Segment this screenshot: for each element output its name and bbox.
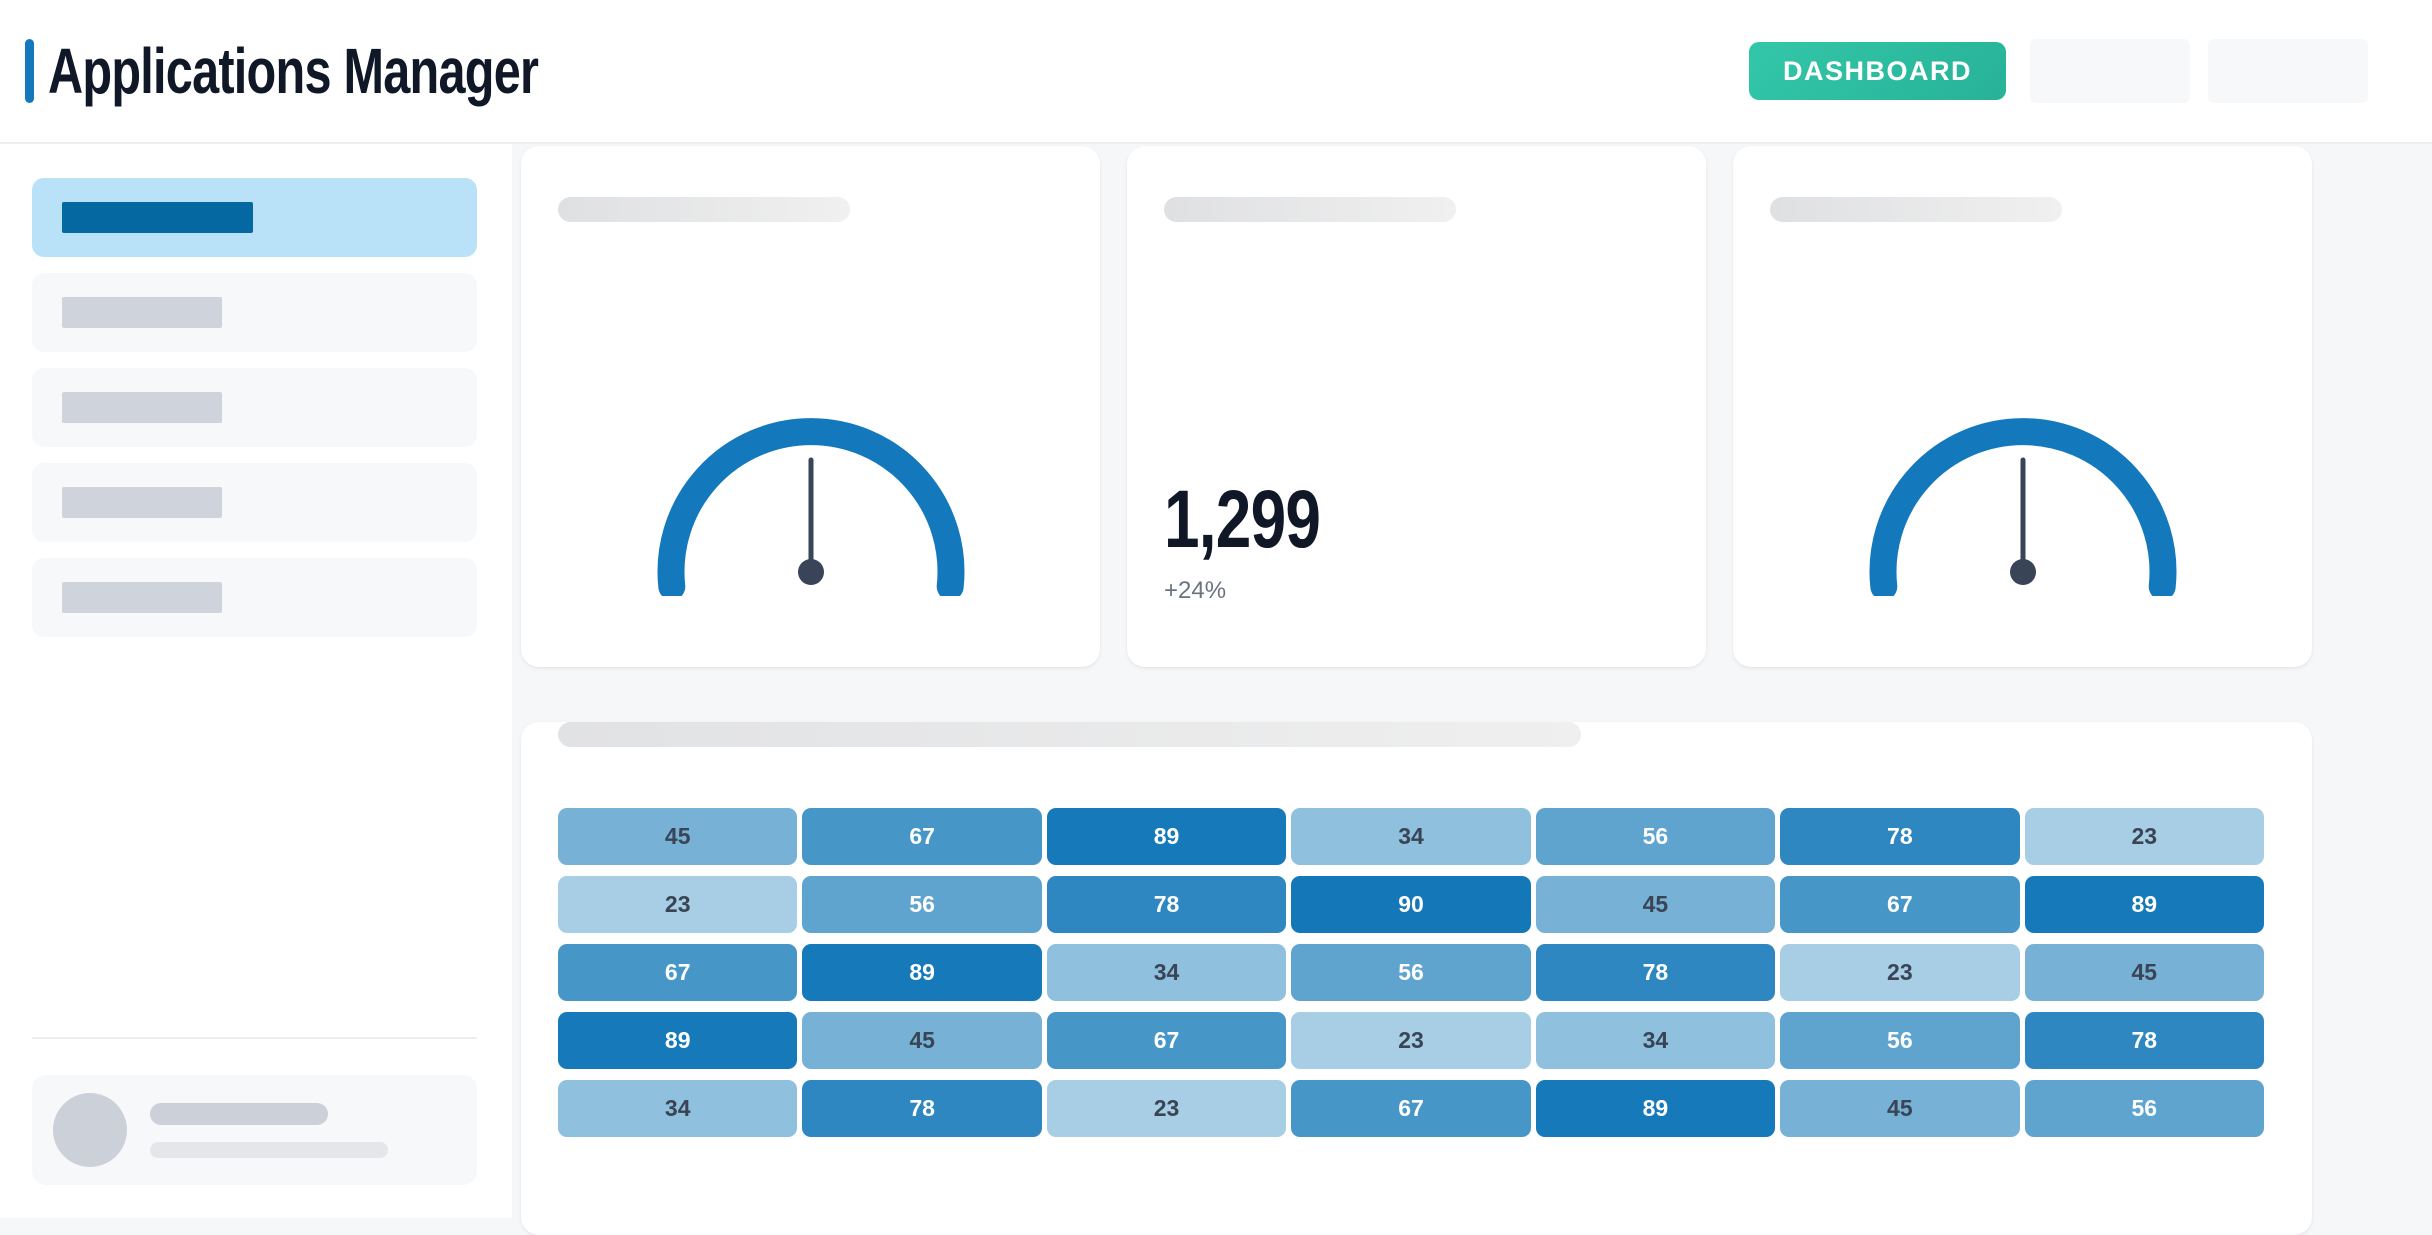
- user-skeleton-lines: [150, 1102, 477, 1158]
- heatmap-cell-r2-c6: 67: [1780, 876, 2020, 933]
- heatmap-cell-r3-c2: 89: [802, 944, 1042, 1001]
- heatmap-cell-r3-c6: 23: [1780, 944, 2020, 1001]
- heatmap-cell-r2-c5: 45: [1535, 876, 1776, 933]
- heatmap-cell-r4-c2: 45: [802, 1012, 1042, 1069]
- heatmap-cell-r5-c2: 78: [802, 1080, 1042, 1137]
- heatmap-cell-r3-c7: 45: [2024, 944, 2264, 1001]
- card-title-skeleton: [558, 197, 850, 222]
- heatmap-cell-r3-c3: 34: [1046, 944, 1287, 1001]
- sidebar-item-1-active[interactable]: [25, 178, 477, 257]
- sidebar-item-label-skeleton: [62, 297, 222, 328]
- sidebar-nav: [25, 178, 477, 653]
- top-cards-row: 1,299 +24%: [521, 146, 2432, 667]
- heatmap-cell-r1-c4: 34: [1291, 808, 1531, 865]
- stat-value: 1,299: [1164, 474, 1321, 565]
- gauge-svg: [657, 418, 964, 601]
- heatmap-card: 45 67 89 34 56 78 23 23 56 78 90 45 67 89 67 89 34 56 78 23…: [521, 722, 2312, 1235]
- header-placeholder-button-1[interactable]: [2030, 39, 2190, 103]
- user-subtitle-skeleton: [150, 1141, 388, 1158]
- sidebar-item-label-skeleton: [62, 487, 222, 518]
- heatmap-cell-r5-c4: 67: [1291, 1080, 1531, 1137]
- gauge-card-left: [521, 146, 1100, 667]
- dashboard-button[interactable]: DASHBOARD: [1749, 42, 2006, 100]
- sidebar-item-5[interactable]: [32, 558, 477, 637]
- heatmap-cell-r2-c7: 89: [2024, 876, 2264, 933]
- avatar: [53, 1093, 127, 1167]
- card-title-skeleton: [558, 722, 1581, 747]
- heatmap-cell-r1-c1: 45: [558, 808, 798, 865]
- sidebar-item-2[interactable]: [32, 273, 477, 352]
- title-accent-bar: [25, 39, 34, 103]
- heatmap-cell-r3-c4: 56: [1291, 944, 1531, 1001]
- heatmap-cell-r2-c1: 23: [558, 876, 798, 933]
- heatmap-cell-r5-c6: 45: [1780, 1080, 2020, 1137]
- gauge-card-right: [1733, 146, 2312, 667]
- heatmap-cell-r3-c5: 78: [1535, 944, 1776, 1001]
- heatmap-cell-r5-c3: 23: [1046, 1080, 1287, 1137]
- sidebar-item-label-skeleton: [62, 202, 253, 233]
- user-card[interactable]: [32, 1075, 477, 1185]
- stat-delta: +24%: [1164, 577, 1227, 604]
- page-title: Applications Manager: [48, 35, 539, 107]
- heatmap-cell-r2-c4: 90: [1291, 876, 1531, 933]
- heatmap-cell-r4-c3: 67: [1046, 1012, 1287, 1069]
- sidebar-item-4[interactable]: [32, 463, 477, 542]
- header-actions: DASHBOARD: [1749, 39, 2368, 103]
- sidebar-footer: [32, 1037, 477, 1185]
- heatmap-cell-r1-c6: 78: [1780, 808, 2020, 865]
- gauge-needle-hub: [2009, 559, 2036, 585]
- heatmap-cell-r2-c2: 56: [802, 876, 1042, 933]
- gauge-arc: [1869, 418, 2176, 601]
- header-placeholder-button-2[interactable]: [2208, 39, 2368, 103]
- gauge-chart-left: [651, 414, 971, 601]
- main-content: 1,299 +24% 45 67 89 34 56 78 23 23 56 78 90 45 67 89 6…: [512, 144, 2432, 1235]
- stat-card: 1,299 +24%: [1127, 146, 1706, 667]
- heatmap-cell-r4-c1: 89: [558, 1012, 798, 1069]
- gauge-needle-hub: [797, 559, 824, 585]
- card-title-skeleton: [1164, 197, 1456, 222]
- heatmap-cell-r1-c2: 67: [802, 808, 1042, 865]
- sidebar-item-3[interactable]: [32, 368, 477, 447]
- user-name-skeleton: [150, 1102, 328, 1125]
- heatmap-cell-r5-c1: 34: [558, 1080, 798, 1137]
- heatmap-cell-r1-c5: 56: [1535, 808, 1776, 865]
- gauge-chart-right: [1863, 414, 2183, 601]
- heatmap-cell-r2-c3: 78: [1046, 876, 1287, 933]
- heatmap-cell-r4-c4: 23: [1291, 1012, 1531, 1069]
- sidebar-item-label-skeleton: [62, 392, 222, 423]
- heatmap-cell-r1-c3: 89: [1046, 808, 1287, 865]
- heatmap-grid: 45 67 89 34 56 78 23 23 56 78 90 45 67 89 67 89 34 56 78 23…: [558, 808, 2264, 1137]
- heatmap-cell-r3-c1: 67: [558, 944, 798, 1001]
- sidebar: [0, 144, 512, 1218]
- sidebar-divider: [32, 1037, 477, 1039]
- heatmap-cell-r5-c5: 89: [1535, 1080, 1776, 1137]
- card-title-skeleton: [1770, 197, 2062, 222]
- heatmap-cell-r1-c7: 23: [2024, 808, 2264, 865]
- gauge-svg: [1869, 418, 2176, 601]
- app-header: Applications Manager DASHBOARD: [0, 0, 2432, 144]
- gauge-arc: [657, 418, 964, 601]
- heatmap-cell-r5-c7: 56: [2024, 1080, 2264, 1137]
- sidebar-item-label-skeleton: [62, 582, 222, 613]
- heatmap-cell-r4-c5: 34: [1535, 1012, 1776, 1069]
- heatmap-cell-r4-c6: 56: [1780, 1012, 2020, 1069]
- heatmap-cell-r4-c7: 78: [2024, 1012, 2264, 1069]
